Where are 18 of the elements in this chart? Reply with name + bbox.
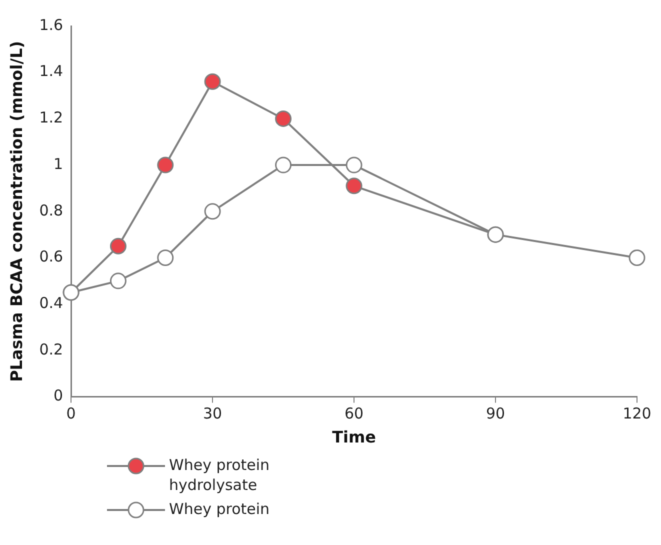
x-tick-label: 120 [622, 404, 652, 423]
y-tick-label: 0.2 [39, 340, 64, 358]
y-tick-label: 0.8 [39, 201, 64, 220]
x-tick-label: 90 [486, 404, 506, 423]
y-tick-label: 1.6 [39, 16, 64, 34]
x-tick-label: 60 [344, 404, 364, 423]
y-tick-label: 1.2 [39, 108, 64, 127]
y-tick-label: 0.4 [39, 294, 64, 312]
y-tick-label: 0.6 [39, 248, 64, 266]
y-tick-label: 1 [54, 154, 64, 173]
legend-label: Whey protein hydrolysate [169, 455, 271, 495]
y-tick-label: 1.4 [39, 62, 64, 80]
x-tick-label: 0 [66, 404, 76, 423]
y-axis-title: PLasma BCAA concentration (mmol/L) [6, 40, 26, 382]
x-tick-label: 30 [202, 404, 222, 423]
x-axis-title: Time [332, 428, 376, 447]
legend-label: Whey protein [169, 499, 271, 519]
y-tick-label: 0 [54, 386, 64, 405]
